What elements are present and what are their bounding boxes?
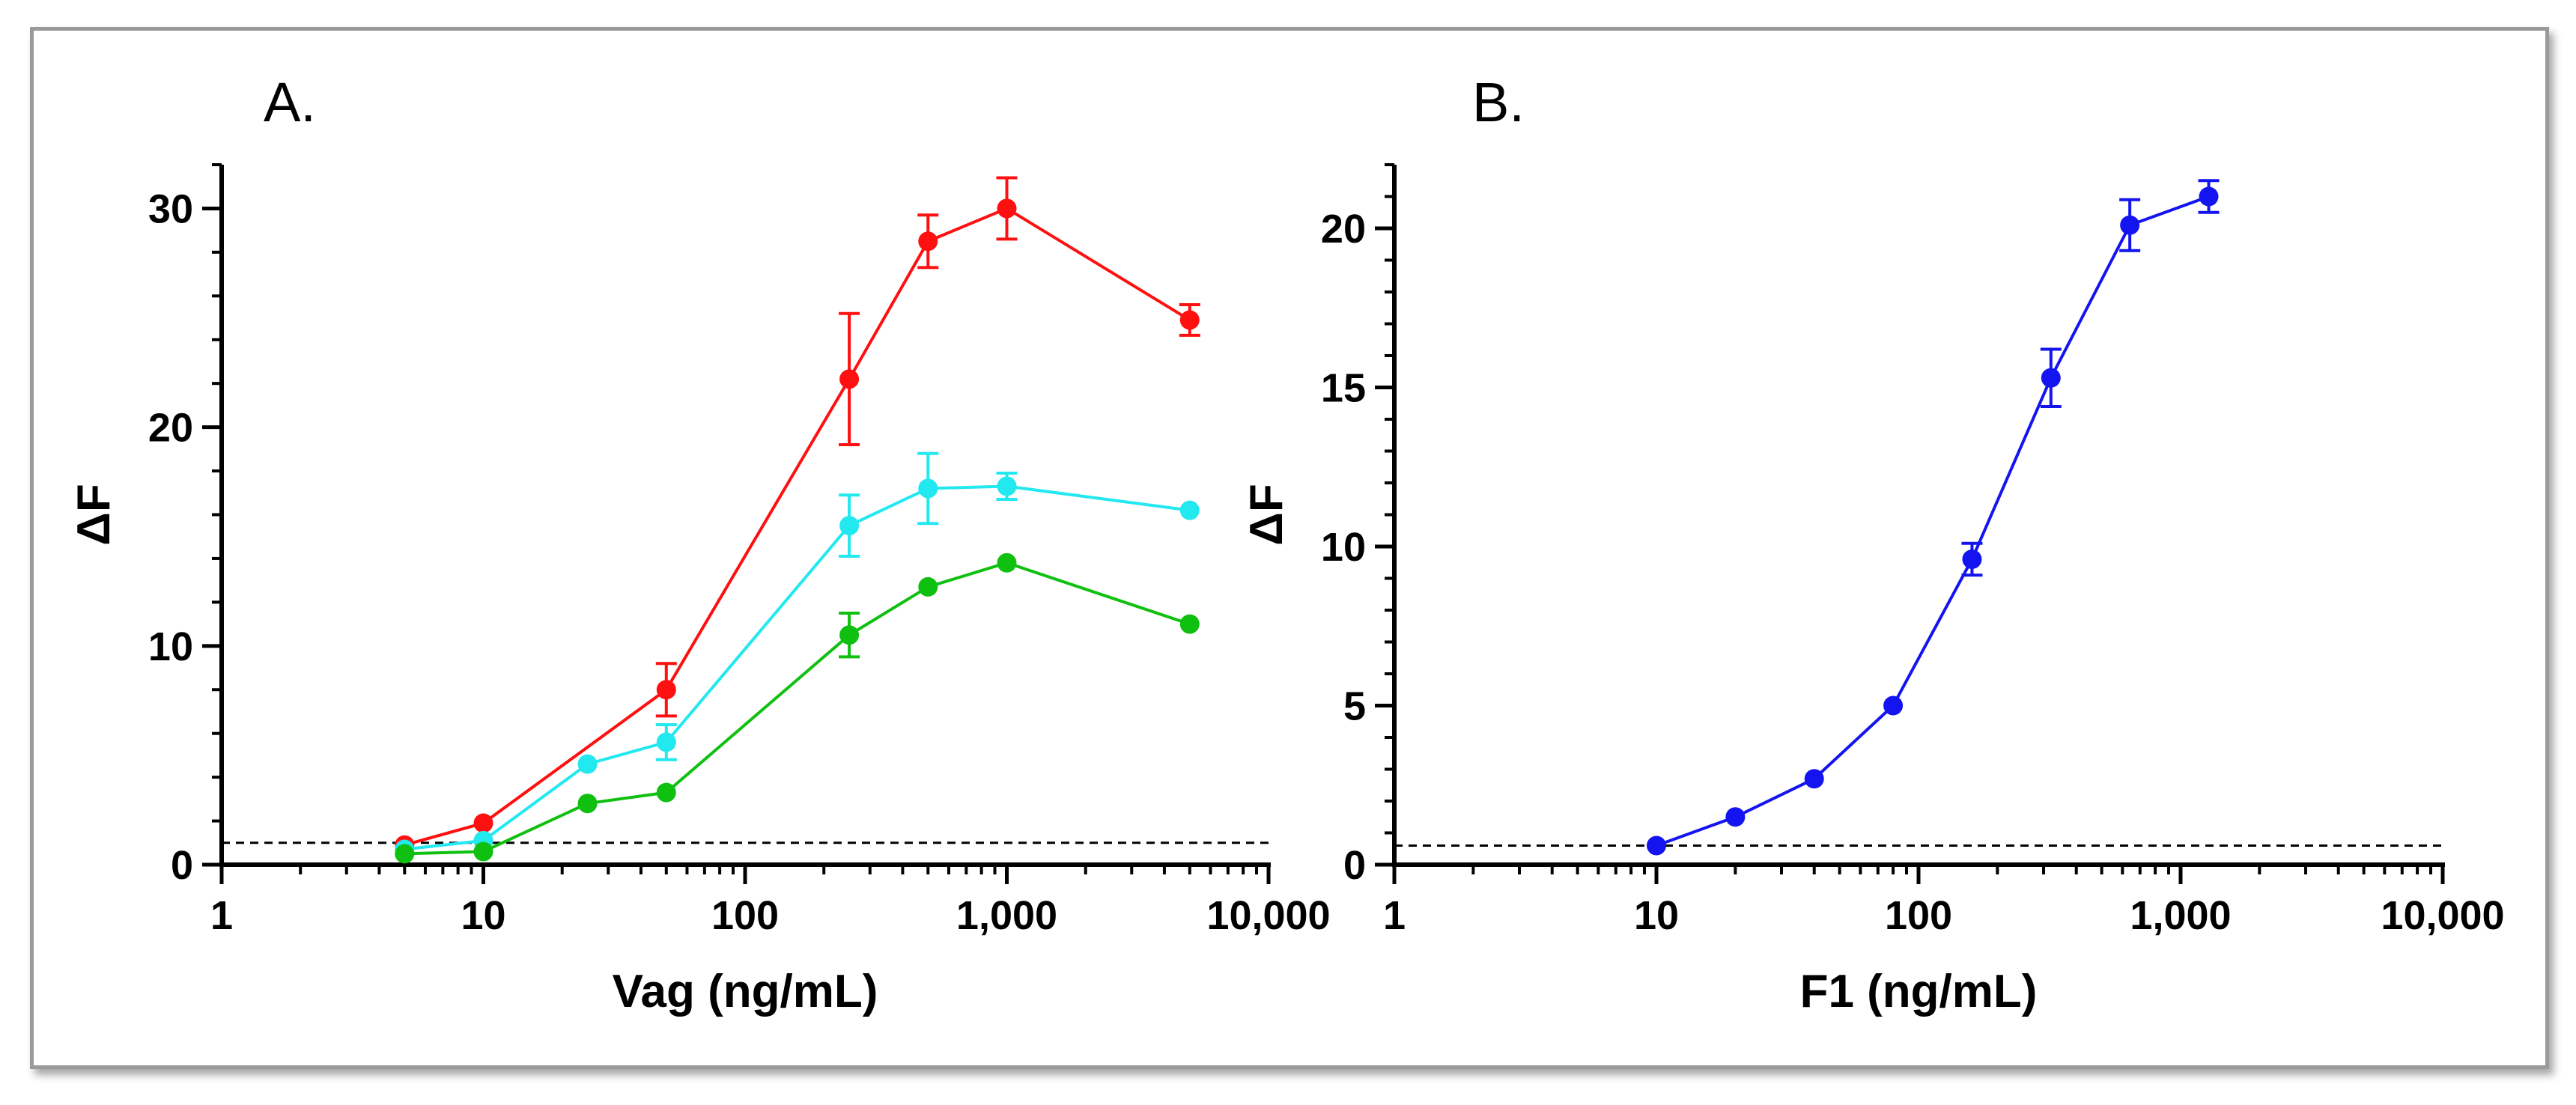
- data-point: [656, 782, 676, 803]
- data-point: [395, 844, 415, 864]
- data-point: [473, 841, 493, 862]
- y-axis-label: ΔF: [1241, 484, 1292, 545]
- data-point: [2120, 215, 2140, 235]
- data-point: [839, 369, 860, 389]
- data-point: [997, 552, 1017, 573]
- y-tick-label: 0: [171, 843, 193, 888]
- x-tick-label: 100: [1885, 893, 1952, 938]
- data-point: [2199, 186, 2219, 207]
- x-tick-label: 100: [711, 893, 779, 938]
- data-point: [1179, 614, 1200, 634]
- x-tick-label: 1,000: [956, 893, 1057, 938]
- y-tick-label: 10: [1321, 525, 1366, 570]
- data-point: [1804, 769, 1824, 789]
- data-point: [577, 754, 598, 774]
- y-tick-label: 20: [148, 406, 193, 451]
- data-point: [1179, 500, 1200, 520]
- data-point: [839, 625, 860, 645]
- y-tick-label: 20: [1321, 207, 1366, 252]
- data-point: [656, 732, 676, 752]
- data-point: [839, 516, 860, 536]
- series-line-green: [404, 561, 1191, 856]
- y-tick-label: 5: [1343, 684, 1366, 729]
- y-tick-label: 0: [1343, 843, 1366, 888]
- data-point: [1179, 310, 1200, 330]
- x-tick-label: 10: [461, 893, 505, 938]
- x-tick-label: 10,000: [2381, 893, 2504, 938]
- series-red: [395, 176, 1200, 855]
- data-point: [997, 476, 1017, 496]
- data-point: [473, 813, 493, 833]
- series-blue: [1647, 179, 2220, 856]
- series-green: [395, 552, 1200, 864]
- panel-letter: A.: [264, 71, 316, 133]
- x-tick-label: 1,000: [2130, 893, 2231, 938]
- x-axis-label: F1 (ng/mL): [1800, 966, 2038, 1017]
- data-point: [918, 478, 938, 499]
- panel-letter: B.: [1472, 71, 1525, 133]
- y-tick-label: 15: [1321, 366, 1366, 411]
- data-point: [918, 231, 938, 252]
- x-tick-label: 1: [210, 893, 233, 938]
- x-axis-label: Vag (ng/mL): [613, 966, 878, 1017]
- data-point: [1962, 550, 1982, 569]
- series-line-cyan: [404, 484, 1191, 851]
- chart-panel-b: B. 0 5 10 15 20 1 10 100 1,000 10,000 F1 (ng/mL) ΔF: [1241, 71, 2505, 1017]
- y-tick-label: 30: [148, 186, 193, 231]
- data-point: [1883, 695, 1904, 716]
- series-line-red: [404, 207, 1191, 847]
- data-point: [2041, 368, 2061, 388]
- x-tick-label: 10,000: [1206, 893, 1330, 938]
- data-point: [997, 198, 1017, 219]
- data-point: [577, 794, 598, 814]
- x-tick-label: 1: [1383, 893, 1406, 938]
- data-point: [1725, 807, 1746, 827]
- x-tick-label: 10: [1634, 893, 1679, 938]
- y-axis-label: ΔF: [68, 484, 120, 545]
- data-point: [918, 576, 938, 597]
- data-point: [656, 680, 676, 700]
- series-line-blue: [1656, 195, 2210, 847]
- chart-panel-a: A. 0 10 20 30 1 10 100 1,000 10,000 Vag (ng/mL) ΔF: [68, 71, 1331, 1017]
- data-point: [1647, 835, 1666, 856]
- y-tick-label: 10: [148, 624, 193, 669]
